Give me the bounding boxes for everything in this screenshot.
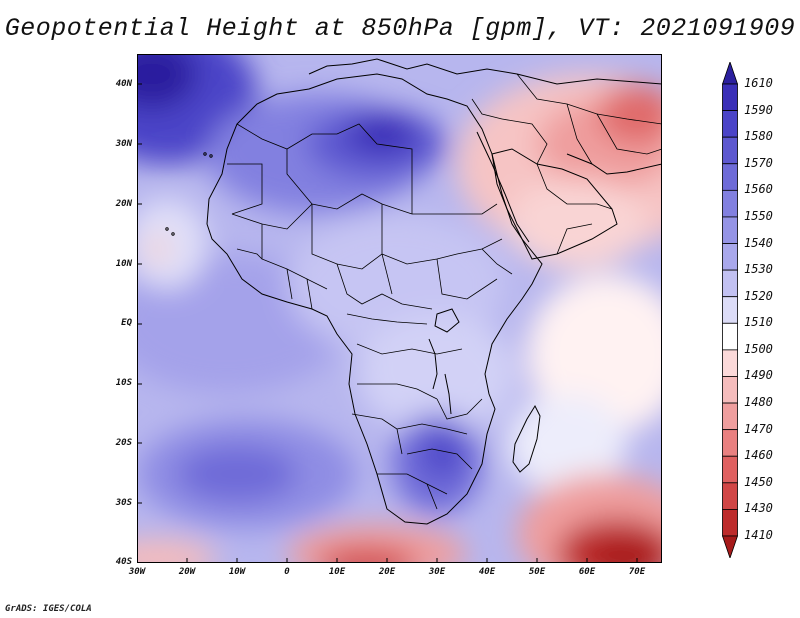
colorbar-swatch — [722, 136, 738, 165]
colorbar-label: 1470 — [744, 421, 773, 436]
lon-label-50e: 50E — [528, 567, 546, 577]
lat-label-10n: 10N — [115, 259, 132, 269]
colorbar-label: 1480 — [744, 395, 773, 410]
lat-label-30n: 30N — [115, 139, 132, 149]
colorbar-label: 1540 — [744, 235, 773, 250]
colorbar-swatch — [722, 163, 738, 191]
lon-label-20w: 20W — [178, 567, 196, 577]
colorbar-swatch — [722, 349, 738, 377]
lat-label-20n: 20N — [115, 199, 132, 209]
lat-label-20s: 20S — [115, 438, 132, 448]
lat-label-30s: 30S — [115, 498, 132, 508]
colorbar-label: 1410 — [744, 528, 773, 542]
colorbar-label: 1560 — [744, 182, 773, 197]
colorbar-label: 1550 — [744, 208, 773, 223]
colorbar-label: 1460 — [744, 448, 773, 463]
lon-label-70e: 70E — [628, 567, 646, 577]
colorbar-label: 1450 — [744, 474, 773, 489]
colorbar-swatch — [722, 509, 738, 537]
lon-label-10e: 10E — [328, 567, 346, 577]
map-title: Geopotential Height at 850hPa [gpm], VT:… — [4, 14, 796, 43]
lat-label-eq: EQ — [121, 318, 132, 328]
height-field — [137, 54, 662, 563]
axis-ticks — [137, 83, 638, 563]
colorbar-swatch — [722, 455, 738, 484]
lon-label-30w: 30W — [128, 567, 146, 577]
credit-text: GrADS: IGES/COLA — [5, 604, 92, 614]
colorbar-swatch — [722, 110, 738, 138]
colorbar-swatch — [722, 296, 738, 324]
coastlines — [165, 58, 662, 525]
lon-label-20e: 20E — [378, 567, 396, 577]
lat-label-40s: 40S — [115, 557, 132, 567]
colorbar-swatch — [722, 243, 738, 271]
colorbar-swatch — [722, 482, 738, 510]
map-panel — [137, 54, 662, 563]
colorbar-swatch — [722, 216, 738, 244]
lat-label-10s: 10S — [115, 378, 132, 388]
lon-label-0: 0 — [284, 567, 290, 577]
colorbar-swatch — [722, 83, 738, 111]
colorbar-swatch — [722, 269, 738, 298]
colorbar-swatch — [722, 535, 738, 558]
colorbar-label: 1520 — [744, 288, 773, 303]
geopotential-height-map — [137, 54, 662, 563]
colorbar-swatch — [722, 322, 738, 351]
colorbar-label: 1490 — [744, 368, 773, 383]
lon-label-60e: 60E — [578, 567, 596, 577]
country-borders — [227, 73, 662, 510]
colorbar-label: 1510 — [744, 315, 773, 330]
colorbar — [722, 62, 738, 558]
colorbar-swatch — [722, 376, 738, 404]
colorbar-label: 1570 — [744, 155, 773, 170]
lon-label-30e: 30E — [428, 567, 446, 577]
colorbar-label: 1590 — [744, 102, 773, 117]
lon-label-10w: 10W — [228, 567, 246, 577]
colorbar-swatch — [722, 62, 738, 85]
lat-label-40n: 40N — [115, 79, 132, 89]
colorbar-label: 1430 — [744, 501, 773, 516]
colorbar-swatch — [722, 429, 738, 457]
colorbar-label: 1610 — [744, 76, 773, 90]
colorbar-swatch — [722, 189, 738, 218]
colorbar-label: 1500 — [744, 341, 773, 356]
colorbar-swatch — [722, 402, 738, 431]
colorbar-label: 1530 — [744, 262, 773, 277]
lon-label-40e: 40E — [478, 567, 496, 577]
colorbar-label: 1580 — [744, 129, 773, 144]
map-frame — [137, 54, 662, 563]
